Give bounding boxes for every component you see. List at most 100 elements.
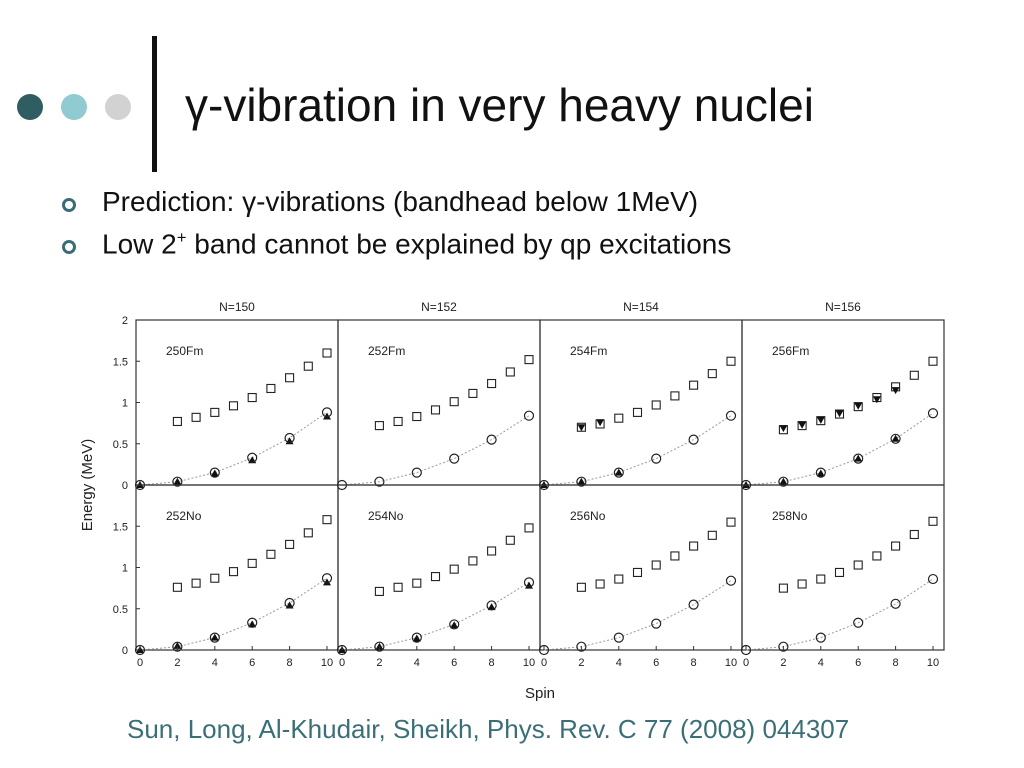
gamma-band-point — [210, 573, 220, 583]
x-tick-label: 0 — [137, 657, 143, 669]
gamma-band-point — [689, 541, 699, 551]
ground-band-point — [172, 476, 183, 487]
x-tick-label: 6 — [451, 657, 457, 669]
dot-dark — [17, 94, 43, 120]
x-tick-label: 2 — [174, 657, 180, 669]
y-tick-label: 1 — [122, 563, 128, 575]
ground-band-point — [209, 632, 220, 643]
gamma-band-exp-point — [798, 421, 807, 429]
gamma-band-point — [247, 558, 257, 568]
ground-band-exp-point — [816, 469, 825, 477]
gamma-band-point — [707, 530, 717, 540]
gamma-band-point — [909, 529, 919, 540]
gamma-band-point — [595, 579, 605, 589]
x-tick-label: 10 — [321, 657, 333, 669]
ground-band-exp-point — [614, 468, 623, 476]
ground-band-exp-point — [412, 634, 421, 642]
panel-nucleus-label: 256Fm — [772, 344, 809, 358]
y-tick-label: 0.5 — [113, 439, 128, 451]
gamma-band-point — [191, 412, 201, 422]
gamma-band-point — [872, 551, 882, 561]
ground-band-point — [209, 467, 220, 478]
panel-nucleus-label: 250Fm — [166, 344, 203, 358]
ground-band-line — [543, 580, 732, 651]
gamma-band-point — [303, 528, 313, 538]
ground-band-point — [486, 434, 497, 445]
gamma-band-point — [487, 546, 497, 556]
bullet-marker-icon — [62, 198, 76, 212]
ground-band-point — [890, 433, 901, 444]
ground-band-point — [449, 619, 460, 630]
ground-band-point — [688, 599, 699, 610]
y-axis-label: Energy (MeV) — [79, 439, 96, 532]
ground-band-point — [890, 598, 901, 609]
gamma-band-point — [778, 583, 788, 593]
ground-band-point — [172, 641, 183, 652]
x-tick-label: 8 — [691, 657, 697, 669]
ground-band-line — [341, 415, 530, 486]
ground-band-point — [853, 453, 864, 464]
ground-band-point — [284, 432, 295, 444]
gamma-band-point — [228, 401, 239, 411]
x-tick-label: 4 — [212, 657, 218, 669]
ground-band-exp-point — [210, 469, 219, 477]
ground-band-point — [374, 641, 385, 652]
gamma-band-point — [614, 413, 624, 423]
x-tick-label: 6 — [855, 657, 861, 669]
gamma-band-point — [172, 416, 182, 427]
x-tick-label: 0 — [541, 657, 547, 669]
ground-band-point — [523, 577, 535, 588]
gamma-band-exp-point — [835, 410, 844, 418]
gamma-band-point — [524, 523, 534, 533]
gamma-band-exp-point — [891, 387, 900, 395]
x-tick-label: 4 — [818, 657, 824, 669]
column-title: N=154 — [623, 300, 659, 314]
ground-band-point — [927, 573, 939, 585]
gamma-band-point — [247, 393, 257, 403]
gamma-band-point — [412, 411, 422, 422]
ground-band-point — [613, 467, 624, 478]
ground-band-point — [927, 408, 939, 419]
slide-title: γ-vibration in very heavy nuclei — [185, 79, 814, 131]
gamma-band-exp-point — [816, 416, 825, 424]
column-title: N=152 — [421, 300, 457, 314]
ground-band-exp-point — [323, 412, 331, 420]
title-divider — [152, 36, 157, 172]
ground-band-point — [336, 644, 348, 656]
gamma-band-point — [853, 560, 863, 570]
ground-band-exp-point — [891, 434, 900, 442]
x-tick-label: 6 — [653, 657, 659, 669]
y-tick-label: 0 — [122, 480, 128, 492]
y-tick-label: 0 — [122, 645, 128, 657]
gamma-band-point — [614, 574, 624, 584]
gamma-band-point — [505, 535, 515, 545]
gamma-band-point — [322, 515, 332, 525]
ground-band-exp-point — [173, 477, 182, 485]
y-tick-label: 1.5 — [113, 521, 128, 533]
ground-band-exp-point — [779, 477, 788, 485]
ground-band-line — [139, 577, 328, 651]
x-tick-label: 6 — [249, 657, 255, 669]
gamma-band-point — [393, 416, 403, 427]
panel-nucleus-label: 254No — [368, 509, 404, 523]
ground-band-exp-point — [173, 641, 182, 649]
ground-band-point — [449, 453, 460, 464]
gamma-band-point — [891, 541, 901, 551]
ground-band-exp-point — [487, 603, 496, 611]
panel-nucleus-label: 258No — [772, 509, 808, 523]
panel-frame — [741, 484, 945, 651]
gamma-band-point — [797, 579, 807, 589]
ground-band-point — [247, 617, 258, 628]
ground-band-point — [725, 575, 737, 586]
ground-band-line — [139, 411, 328, 486]
panel-nucleus-label: 254Fm — [570, 344, 607, 358]
ground-band-point — [374, 476, 385, 487]
bullet-marker-icon — [62, 240, 76, 254]
gamma-band-point — [374, 586, 384, 596]
ground-band-point — [576, 476, 587, 487]
ground-band-exp-point — [854, 454, 863, 462]
ground-band-line — [341, 581, 530, 651]
ground-band-point — [725, 410, 737, 421]
ground-band-point — [134, 644, 146, 656]
gamma-band-point — [928, 516, 938, 526]
